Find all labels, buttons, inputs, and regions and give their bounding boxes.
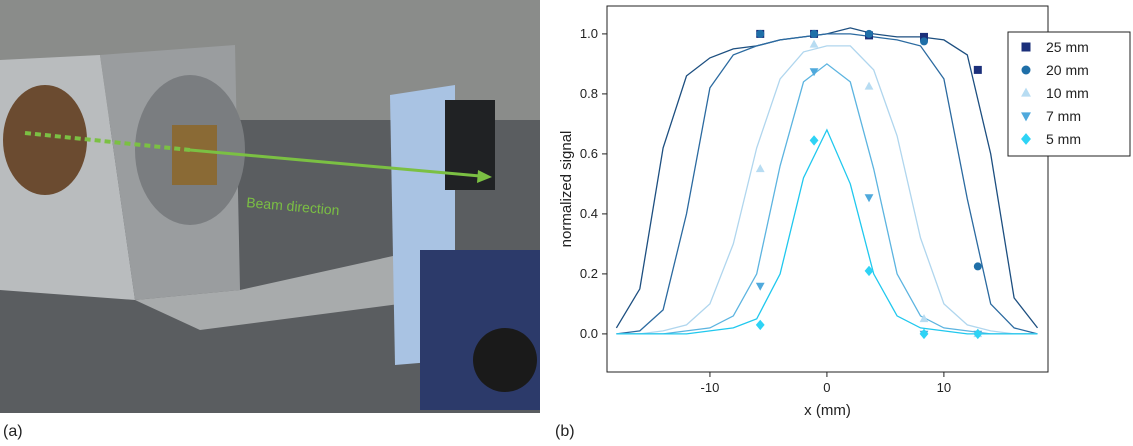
marker bbox=[919, 328, 929, 340]
legend-label: 7 mm bbox=[1046, 108, 1081, 124]
marker bbox=[810, 29, 819, 38]
legend-label: 20 mm bbox=[1046, 62, 1089, 78]
x-tick-label: 10 bbox=[937, 380, 951, 395]
photo-holder bbox=[172, 125, 217, 185]
panel-label: (b) bbox=[555, 423, 575, 440]
profile-line bbox=[616, 63, 1038, 335]
photo-bench bbox=[135, 250, 430, 330]
marker bbox=[1021, 65, 1031, 75]
marker bbox=[809, 39, 819, 48]
legend-label: 25 mm bbox=[1046, 39, 1089, 55]
marker bbox=[864, 265, 874, 277]
marker bbox=[1021, 112, 1031, 122]
panel-label: (a) bbox=[3, 423, 23, 440]
y-tick-label: 1.0 bbox=[580, 26, 598, 41]
profile-line bbox=[616, 128, 1038, 335]
photo-window bbox=[3, 85, 87, 195]
marker bbox=[973, 262, 982, 271]
marker bbox=[809, 68, 819, 77]
marker bbox=[973, 65, 982, 74]
marker bbox=[920, 37, 929, 46]
photo-beam-arrow bbox=[189, 148, 481, 178]
marker bbox=[1021, 87, 1031, 97]
marker bbox=[1021, 133, 1031, 145]
x-tick-label: 0 bbox=[823, 380, 830, 395]
marker bbox=[864, 194, 874, 203]
photo-knob bbox=[473, 328, 537, 392]
y-tick-label: 0.0 bbox=[580, 326, 598, 341]
y-tick-label: 0.6 bbox=[580, 146, 598, 161]
photo-beam-dotted bbox=[24, 131, 191, 152]
x-axis-label: x (mm) bbox=[804, 402, 851, 419]
photo: Beam direction bbox=[0, 0, 540, 413]
marker bbox=[920, 32, 929, 41]
marker bbox=[865, 29, 874, 38]
y-tick-label: 0.4 bbox=[580, 206, 598, 221]
legend: 25 mm 20 mm 10 mm 7 mm 5 mm bbox=[1007, 31, 1131, 157]
marker bbox=[919, 314, 929, 323]
profile-line bbox=[616, 33, 1038, 335]
marker bbox=[809, 135, 819, 146]
photo-arrowhead bbox=[477, 170, 492, 183]
marker bbox=[864, 81, 874, 90]
y-axis-label: normalized signal bbox=[558, 131, 575, 248]
marker bbox=[755, 164, 765, 173]
marker bbox=[973, 328, 983, 340]
marker bbox=[756, 29, 765, 38]
marker bbox=[755, 282, 765, 291]
x-tick-label: -10 bbox=[701, 380, 720, 395]
marker bbox=[1021, 42, 1031, 52]
profile-line bbox=[616, 45, 1038, 335]
plot-frame bbox=[606, 5, 1049, 373]
legend-label: 5 mm bbox=[1046, 131, 1081, 147]
profiles bbox=[615, 27, 1039, 335]
y-tick-label: 0.8 bbox=[580, 86, 598, 101]
legend-label: 10 mm bbox=[1046, 85, 1089, 101]
y-tick-label: 0.2 bbox=[580, 266, 598, 281]
marker bbox=[755, 319, 765, 331]
